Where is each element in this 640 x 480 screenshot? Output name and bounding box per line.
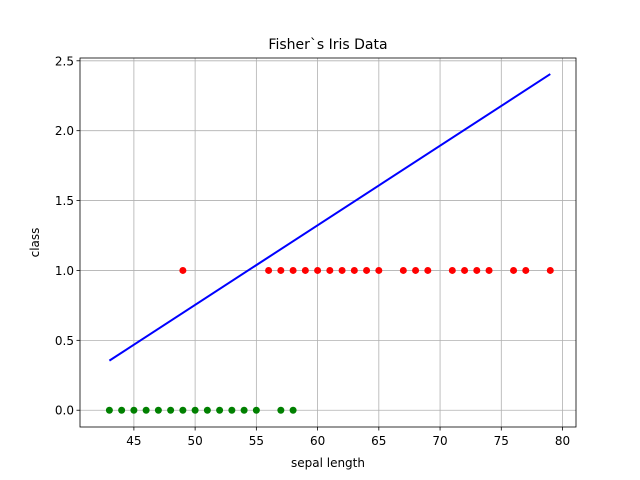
y-tick-label: 0.5: [55, 334, 74, 348]
data-point: [277, 266, 285, 274]
data-point: [289, 266, 297, 274]
data-point: [203, 406, 211, 414]
data-point: [485, 266, 493, 274]
x-axis-title: sepal length: [291, 456, 365, 470]
data-point: [118, 406, 126, 414]
data-point: [473, 266, 481, 274]
y-tick-label: 0.0: [55, 404, 74, 418]
y-axis: 0.0 0.5 1.0 1.5 2.0 2.5: [55, 54, 80, 418]
plot-frame: [79, 57, 577, 428]
x-axis: 45 50 55 60 65 70 75 80: [126, 427, 570, 448]
data-point: [130, 406, 138, 414]
data-point: [289, 406, 297, 414]
x-tick-label: 55: [249, 434, 264, 448]
data-point: [326, 266, 334, 274]
data-point: [277, 406, 285, 414]
data-point: [142, 406, 150, 414]
data-point: [461, 266, 469, 274]
y-axis-title: class: [28, 228, 42, 258]
data-point: [301, 266, 309, 274]
x-tick-label: 80: [555, 434, 570, 448]
data-point: [105, 406, 113, 414]
data-point: [179, 266, 187, 274]
y-tick-label: 1.5: [55, 194, 74, 208]
data-point: [546, 266, 554, 274]
data-point: [240, 406, 248, 414]
regression-line: [108, 73, 551, 362]
data-point: [338, 266, 346, 274]
data-point: [216, 406, 224, 414]
y-tick-label: 2.5: [55, 54, 74, 68]
data-point: [228, 406, 236, 414]
x-tick-label: 70: [432, 434, 447, 448]
data-point: [510, 266, 518, 274]
y-tick-label: 2.0: [55, 124, 74, 138]
grid: [80, 58, 576, 427]
x-tick-label: 45: [126, 434, 141, 448]
data-point: [179, 406, 187, 414]
data-point: [314, 266, 322, 274]
data-point: [350, 266, 358, 274]
data-point: [154, 406, 162, 414]
plot-area: [105, 73, 554, 414]
x-tick-label: 50: [187, 434, 202, 448]
data-point: [167, 406, 175, 414]
data-point: [522, 266, 530, 274]
data-point: [252, 406, 260, 414]
x-tick-label: 75: [494, 434, 509, 448]
x-tick-label: 60: [310, 434, 325, 448]
data-point: [191, 406, 199, 414]
data-point: [399, 266, 407, 274]
data-point: [363, 266, 371, 274]
data-point: [265, 266, 273, 274]
chart-title: Fisher`s Iris Data: [268, 37, 387, 53]
data-point: [448, 266, 456, 274]
y-tick-label: 1.0: [55, 264, 74, 278]
data-point: [412, 266, 420, 274]
data-point: [424, 266, 432, 274]
x-tick-label: 65: [371, 434, 386, 448]
data-point: [375, 266, 383, 274]
